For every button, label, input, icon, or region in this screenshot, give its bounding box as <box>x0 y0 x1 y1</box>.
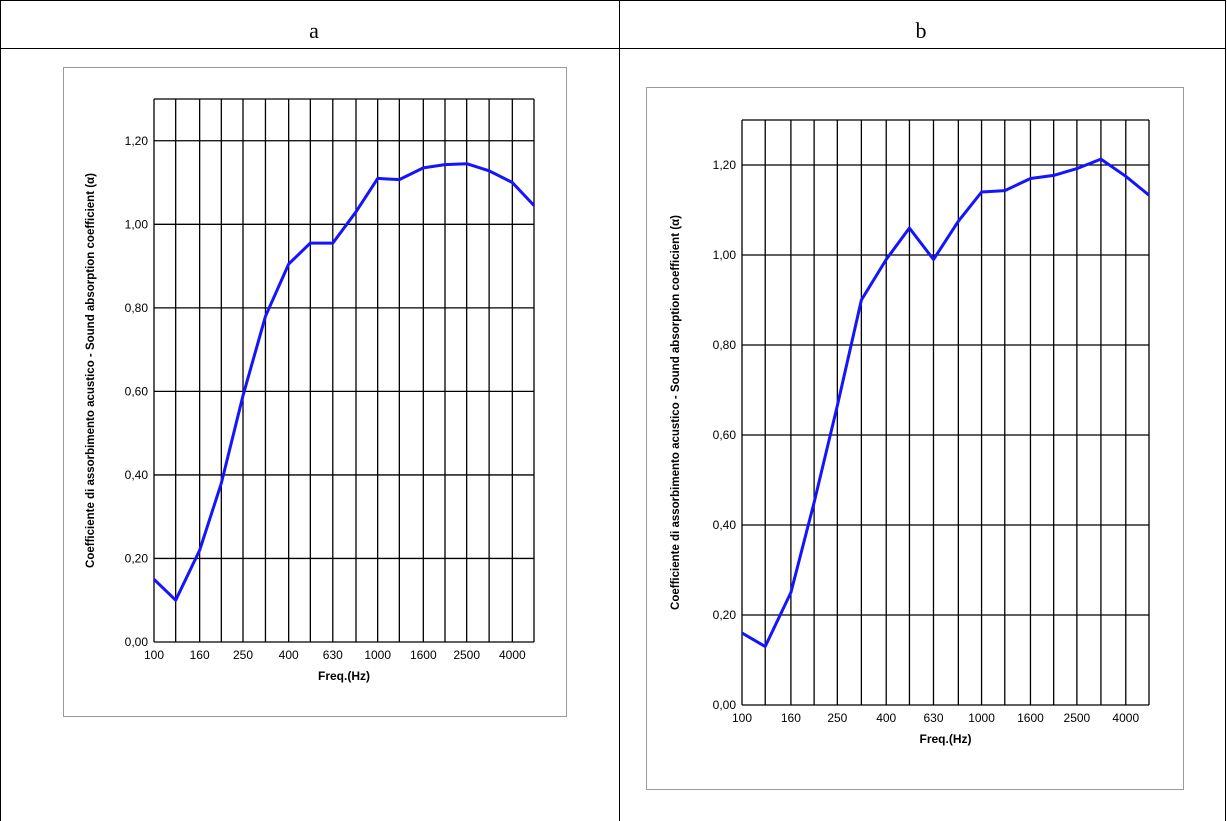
x-tick-label: 160 <box>781 711 801 725</box>
y-tick-label: 0,40 <box>713 518 737 532</box>
x-tick-label: 160 <box>190 648 210 662</box>
series-line <box>152 162 536 602</box>
x-tick-label: 100 <box>732 711 752 725</box>
x-tick-label: 400 <box>279 648 299 662</box>
x-tick-label: 2500 <box>453 648 480 662</box>
y-tick-label: 0,80 <box>125 301 149 315</box>
y-tick-label: 1,00 <box>713 248 737 262</box>
chart-a: 0,00 0,20 0,40 0,60 0,80 1,00 1,20 100 160 250 400… <box>85 98 536 683</box>
y-axis-label: Coefficiente di assorbimento acustico - … <box>670 215 682 610</box>
x-tick-label: 100 <box>144 648 164 662</box>
series-line <box>741 157 1150 648</box>
chart-frame-a: 0,00 0,20 0,40 0,60 0,80 1,00 1,20 100 160 250 400… <box>63 67 567 717</box>
x-axis-label: Freq.(Hz) <box>318 669 370 683</box>
y-tick-label: 0,40 <box>125 468 149 482</box>
table-column-divider <box>619 0 620 821</box>
x-tick-label: 1000 <box>968 711 995 725</box>
y-tick-label: 0,20 <box>713 608 737 622</box>
y-tick-label: 0,60 <box>713 428 737 442</box>
y-tick-label: 0,20 <box>125 551 149 565</box>
x-tick-label: 630 <box>923 711 943 725</box>
panel-label-a: a <box>309 18 319 43</box>
table-header-divider <box>0 48 1226 49</box>
y-axis-label: Coefficiente di assorbimento acustico - … <box>85 173 97 568</box>
chart-b: 0,00 0,20 0,40 0,60 0,80 1,00 1,20 100 160 250 400… <box>670 119 1150 746</box>
x-tick-label: 1600 <box>1017 711 1044 725</box>
x-tick-label: 1600 <box>410 648 437 662</box>
y-tick-label: 1,20 <box>125 134 149 148</box>
x-tick-label: 250 <box>233 648 253 662</box>
y-tick-label: 0,80 <box>713 338 737 352</box>
x-tick-label: 1000 <box>364 648 391 662</box>
y-tick-label: 0,60 <box>125 384 149 398</box>
x-tick-label: 4000 <box>1112 711 1139 725</box>
x-tick-label: 250 <box>827 711 847 725</box>
x-tick-label: 400 <box>876 711 896 725</box>
table-border-left <box>0 0 1 821</box>
table-border-right <box>1225 0 1226 821</box>
y-tick-label: 1,00 <box>125 217 149 231</box>
x-axis-label: Freq.(Hz) <box>920 732 972 746</box>
y-tick-label: 1,20 <box>713 158 737 172</box>
x-tick-label: 2500 <box>1064 711 1091 725</box>
chart-frame-b: 0,00 0,20 0,40 0,60 0,80 1,00 1,20 100 160 250 400… <box>646 87 1184 790</box>
x-tick-label: 630 <box>323 648 343 662</box>
y-tick-label: 0,00 <box>713 698 737 712</box>
table-border-top <box>0 0 1226 1</box>
x-tick-label: 4000 <box>499 648 526 662</box>
panel-label-b: b <box>915 18 927 43</box>
y-tick-label: 0,00 <box>125 635 149 649</box>
